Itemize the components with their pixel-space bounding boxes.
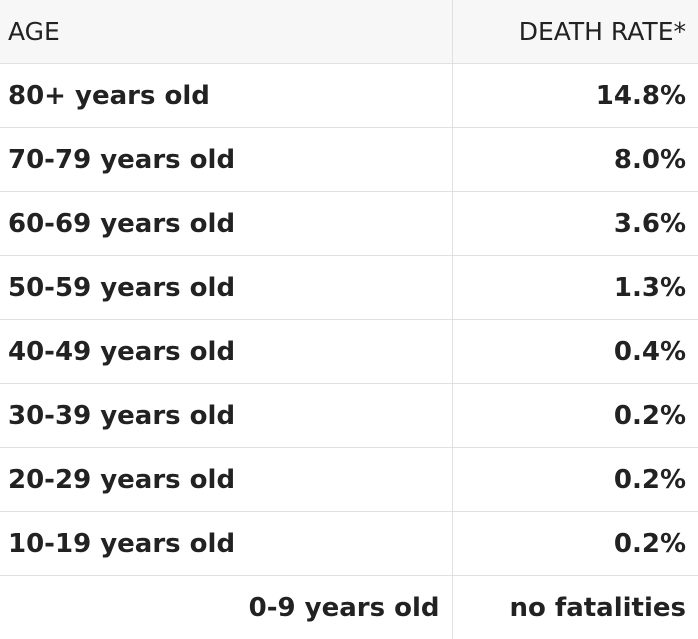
table-row: 50-59 years old 1.3% — [0, 256, 698, 320]
age-cell: 80+ years old — [0, 64, 452, 128]
table-row: 70-79 years old 8.0% — [0, 128, 698, 192]
table-row: 60-69 years old 3.6% — [0, 192, 698, 256]
death-rate-cell: no fatalities — [452, 576, 698, 639]
death-rate-cell: 0.2% — [452, 448, 698, 512]
age-cell: 50-59 years old — [0, 256, 452, 320]
table-row: 40-49 years old 0.4% — [0, 320, 698, 384]
table-row: 80+ years old 14.8% — [0, 64, 698, 128]
death-rate-cell: 0.2% — [452, 384, 698, 448]
age-cell: 30-39 years old — [0, 384, 452, 448]
death-rate-cell: 8.0% — [452, 128, 698, 192]
table-row: 20-29 years old 0.2% — [0, 448, 698, 512]
age-cell: 10-19 years old — [0, 512, 452, 576]
age-cell: 70-79 years old — [0, 128, 452, 192]
column-header-age: AGE — [0, 0, 452, 64]
death-rate-cell: 14.8% — [452, 64, 698, 128]
table-header-row: AGE DEATH RATE* — [0, 0, 698, 64]
age-cell: 20-29 years old — [0, 448, 452, 512]
death-rate-cell: 1.3% — [452, 256, 698, 320]
death-rate-cell: 0.4% — [452, 320, 698, 384]
death-rate-cell: 0.2% — [452, 512, 698, 576]
age-cell: 0-9 years old — [0, 576, 452, 639]
age-cell: 60-69 years old — [0, 192, 452, 256]
death-rate-cell: 3.6% — [452, 192, 698, 256]
age-cell: 40-49 years old — [0, 320, 452, 384]
column-header-death-rate: DEATH RATE* — [452, 0, 698, 64]
table-row: 0-9 years old no fatalities — [0, 576, 698, 639]
table-row: 30-39 years old 0.2% — [0, 384, 698, 448]
table-row: 10-19 years old 0.2% — [0, 512, 698, 576]
